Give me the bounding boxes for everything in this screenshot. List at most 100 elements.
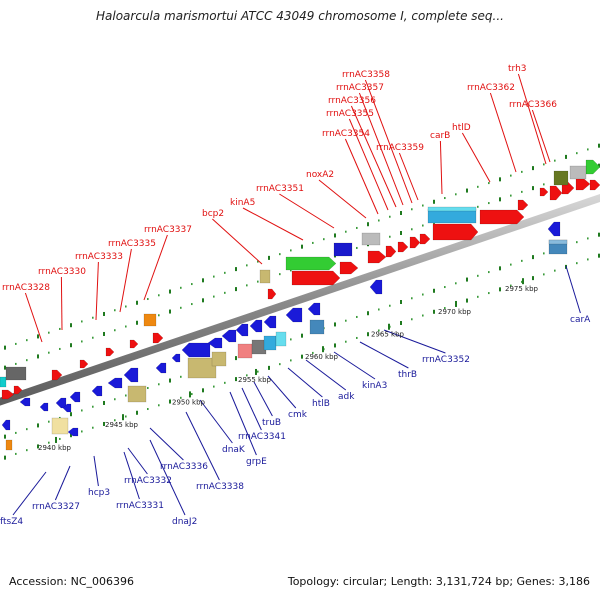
gene-label-reverse[interactable]: rrnAC3336 [160, 462, 208, 472]
gene-label-forward[interactable]: rrnAC3355 [326, 109, 374, 119]
track-dot [26, 449, 28, 452]
gene-label-forward[interactable]: trh3 [508, 64, 527, 74]
feature-block [143, 313, 157, 327]
gene-feature-forward [1, 389, 15, 400]
tick-mark [455, 300, 457, 307]
gene-label-forward[interactable]: rrnAC3330 [38, 267, 86, 277]
gene-features [0, 159, 600, 451]
gene-feature-reverse [19, 397, 31, 407]
track-dot [510, 284, 512, 287]
gene-label-reverse[interactable]: rrnAC3352 [422, 355, 470, 365]
gene-label-reverse[interactable]: grpE [246, 457, 267, 467]
track-dot [26, 428, 28, 431]
track-dot [125, 325, 127, 328]
track-dot [103, 421, 105, 426]
gene-label-reverse[interactable]: ftsZ4 [0, 517, 23, 527]
track-dot [136, 320, 138, 325]
track-dot [158, 314, 160, 317]
track-dot [4, 434, 6, 439]
gene-label-reverse[interactable]: hcp3 [88, 488, 110, 498]
gene-feature-reverse [123, 367, 139, 383]
gene-label-reverse[interactable]: rrnAC3327 [32, 502, 80, 512]
label-connector [149, 427, 184, 461]
track-dot [81, 409, 83, 412]
track-dot [301, 244, 303, 249]
gene-labels: rrnAC3328 rrnAC3330 rrnAC3333 rrnAC3335 rrnA… [0, 64, 591, 527]
track-dot [202, 278, 204, 283]
gene-label-forward[interactable]: rrnAC3358 [342, 70, 390, 80]
track-dot [246, 284, 248, 287]
track-dot [191, 283, 193, 286]
genome-stats-text: Topology: circular; Length: 3,131,724 bp… [287, 575, 590, 588]
gene-label-reverse[interactable]: rrnAC3341 [238, 432, 286, 442]
label-connectors [12, 73, 581, 516]
accession-text: Accession: NC_006396 [9, 575, 135, 588]
gene-feature-reverse [307, 302, 321, 316]
track-dot [433, 309, 435, 314]
track-dot [356, 226, 358, 229]
gene-label-reverse[interactable]: cmk [288, 410, 308, 420]
gene-label-reverse[interactable]: rrnAC3338 [196, 482, 244, 492]
track-dot [455, 282, 457, 285]
track-dot [334, 233, 336, 238]
gene-label-reverse[interactable]: carA [570, 315, 591, 325]
track-dot [4, 345, 6, 350]
track-dot [477, 274, 479, 277]
gene-label-forward[interactable]: rrnAC3357 [336, 83, 384, 93]
gene-label-forward[interactable]: kinA5 [230, 198, 255, 208]
feature-block [569, 165, 587, 180]
tick-label: 2940 kbp [38, 444, 72, 452]
track-dot [532, 186, 534, 191]
tick-mark [255, 368, 257, 375]
track-dot [367, 332, 369, 337]
track-dot [103, 331, 105, 336]
gene-label-forward[interactable]: noxA2 [306, 170, 334, 180]
gene-label-forward[interactable]: rrnAC3354 [322, 129, 370, 139]
track-dot [477, 295, 479, 298]
genome-backbone [0, 194, 600, 406]
track-dot [48, 351, 50, 354]
gene-label-forward[interactable]: carB [430, 131, 450, 141]
track-dot [334, 322, 336, 327]
gene-feature-forward [419, 233, 431, 245]
gene-label-forward[interactable]: rrnAC3328 [2, 283, 50, 293]
gene-label-forward[interactable]: rrnAC3359 [376, 143, 424, 153]
label-connector [24, 292, 43, 343]
gene-label-reverse[interactable]: thrB [398, 370, 417, 380]
track-dot [345, 230, 347, 233]
gene-label-reverse[interactable]: truB [262, 418, 281, 428]
track-dot [444, 307, 446, 310]
gene-label-reverse[interactable]: dnaJ2 [172, 517, 197, 527]
tick-label: 2960 kbp [305, 353, 339, 361]
gene-label-reverse[interactable]: rrnAC3332 [124, 476, 172, 486]
track-dot [433, 199, 435, 204]
track-dot [488, 292, 490, 295]
track-dot [400, 321, 402, 325]
gene-label-forward[interactable]: rrnAC3366 [509, 100, 557, 110]
gene-label-forward[interactable]: bcp2 [202, 209, 224, 219]
gene-feature-forward [589, 179, 600, 191]
track-dot [521, 170, 523, 173]
gene-label-forward[interactable]: rrnAC3337 [144, 225, 192, 235]
label-connector [359, 341, 409, 369]
gene-label-reverse[interactable]: adk [338, 392, 355, 402]
track-dot [48, 331, 50, 334]
gene-feature-forward [409, 236, 421, 249]
gene-label-forward[interactable]: htlD [452, 123, 471, 133]
track-dot [587, 148, 589, 151]
gene-label-forward[interactable]: rrnAC3335 [108, 239, 156, 249]
label-connector [253, 381, 273, 417]
track-dot [59, 437, 61, 440]
gene-label-reverse[interactable]: htlB [312, 399, 330, 409]
feature-block [211, 351, 227, 367]
gene-label-reverse[interactable]: dnaK [222, 445, 246, 455]
gene-label-forward[interactable]: rrnAC3333 [75, 252, 123, 262]
gene-label-forward[interactable]: rrnAC3351 [256, 184, 304, 194]
track-dot [411, 297, 413, 300]
gene-label-reverse[interactable]: rrnAC3331 [116, 501, 164, 511]
gene-label-reverse[interactable]: kinA3 [362, 381, 387, 391]
track-dot [26, 339, 28, 342]
gene-label-forward[interactable]: rrnAC3356 [328, 96, 376, 106]
track-dot [356, 246, 358, 249]
gene-label-forward[interactable]: rrnAC3362 [467, 83, 515, 93]
